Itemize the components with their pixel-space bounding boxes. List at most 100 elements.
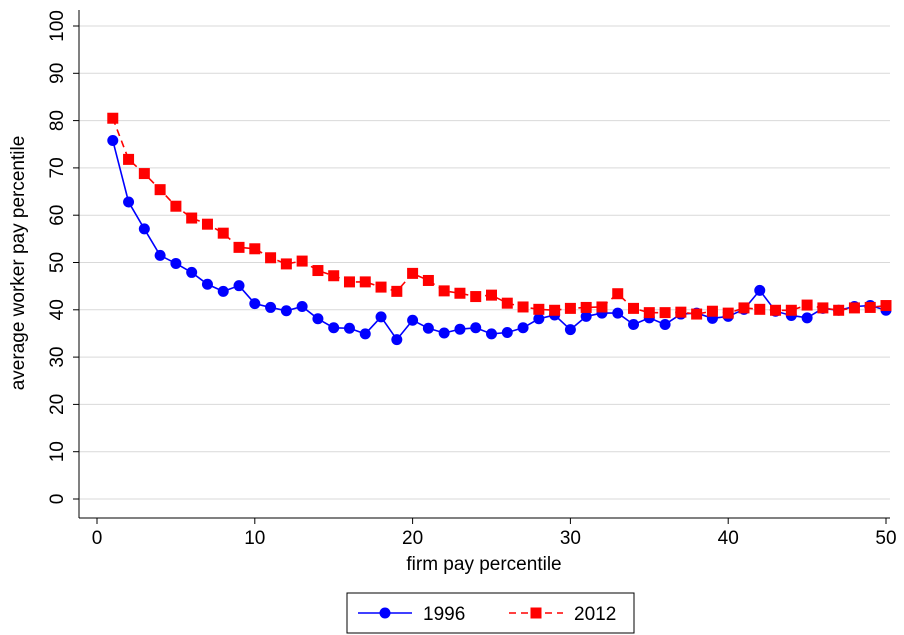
- point-1996-2: [123, 196, 135, 208]
- legend: 1996 2012: [346, 592, 635, 634]
- point-2012-26: [501, 297, 513, 309]
- axes: 0 10 20 30 40 50 60 70 80 90 100 0 10 20 30 40 50: [47, 10, 897, 549]
- y-tick-label-100: 100: [47, 10, 68, 42]
- point-1996-31: [580, 310, 592, 322]
- point-2012-39: [706, 305, 718, 317]
- point-2012-4: [154, 184, 166, 196]
- point-2012-12: [280, 258, 292, 270]
- point-2012-36: [659, 307, 671, 319]
- point-1996-6: [186, 266, 198, 278]
- point-1996-7: [201, 278, 213, 290]
- point-1996-17: [359, 328, 371, 340]
- point-2012-20: [407, 267, 419, 279]
- point-2012-13: [296, 255, 308, 267]
- legend-label-2012: 2012: [574, 604, 616, 625]
- point-1996-4: [154, 249, 166, 261]
- point-1996-5: [170, 257, 182, 269]
- point-2012-5: [170, 200, 182, 212]
- y-axis-title: average worker pay percentile: [8, 136, 29, 391]
- point-1996-18: [375, 311, 387, 323]
- point-1996-3: [138, 223, 150, 235]
- point-2012-45: [801, 299, 813, 311]
- point-2012-44: [785, 304, 797, 316]
- point-1996-19: [391, 334, 403, 346]
- series-2012: [107, 112, 892, 320]
- point-2012-7: [201, 218, 213, 230]
- gridlines: [79, 25, 890, 500]
- x-tick-label-50: 50: [875, 528, 896, 549]
- point-2012-31: [580, 301, 592, 313]
- point-1996-16: [343, 322, 355, 334]
- point-2012-49: [864, 301, 876, 313]
- point-2012-3: [138, 168, 150, 180]
- point-2012-1: [107, 112, 119, 124]
- point-1996-9: [233, 280, 245, 292]
- point-1996-27: [517, 322, 529, 334]
- legend-marker-2012: [530, 607, 542, 619]
- point-2012-43: [770, 304, 782, 316]
- point-2012-38: [691, 308, 703, 320]
- series: [107, 112, 892, 346]
- point-1996-42: [754, 284, 766, 296]
- point-2012-23: [454, 287, 466, 299]
- y-tick-label-20: 20: [47, 394, 68, 415]
- point-1996-11: [265, 301, 277, 313]
- point-2012-17: [359, 276, 371, 288]
- point-1996-45: [801, 312, 813, 324]
- point-2012-50: [880, 300, 892, 312]
- y-tick-label-50: 50: [47, 252, 68, 273]
- point-2012-14: [312, 265, 324, 277]
- point-1996-34: [628, 318, 640, 330]
- point-2012-37: [675, 306, 687, 318]
- point-2012-22: [438, 285, 450, 297]
- point-2012-10: [249, 243, 261, 255]
- point-2012-28: [533, 303, 545, 315]
- point-1996-8: [217, 285, 229, 297]
- point-2012-11: [265, 252, 277, 264]
- point-2012-21: [422, 274, 434, 286]
- point-1996-10: [249, 298, 261, 310]
- point-2012-9: [233, 241, 245, 253]
- point-1996-36: [659, 318, 671, 330]
- point-2012-6: [186, 212, 198, 224]
- point-1996-15: [328, 322, 340, 334]
- point-2012-2: [123, 153, 135, 165]
- point-1996-25: [486, 328, 497, 340]
- point-1996-24: [470, 322, 482, 334]
- x-tick-label-30: 30: [560, 528, 581, 549]
- y-tick-label-30: 30: [47, 347, 68, 368]
- point-2012-35: [643, 307, 655, 319]
- x-tick-label-40: 40: [718, 528, 739, 549]
- y-tick-label-70: 70: [47, 157, 68, 178]
- point-2012-8: [217, 227, 229, 239]
- point-1996-28: [533, 313, 545, 325]
- legend-marker-1996: [379, 607, 391, 619]
- y-tick-label-0: 0: [47, 494, 68, 505]
- point-1996-13: [296, 300, 308, 312]
- point-1996-21: [422, 322, 434, 334]
- x-tick-label-20: 20: [402, 528, 423, 549]
- point-2012-16: [343, 276, 355, 288]
- point-2012-34: [628, 302, 640, 314]
- y-tick-label-90: 90: [47, 63, 68, 84]
- point-2012-42: [754, 303, 766, 315]
- point-2012-47: [833, 304, 845, 316]
- point-2012-41: [738, 302, 750, 314]
- point-2012-30: [564, 302, 576, 314]
- point-2012-46: [817, 302, 829, 314]
- point-2012-27: [517, 301, 529, 313]
- point-2012-48: [848, 302, 860, 314]
- point-2012-18: [375, 281, 387, 293]
- x-axis-title: firm pay percentile: [406, 554, 561, 575]
- y-tick-label-40: 40: [47, 299, 68, 320]
- point-2012-15: [328, 270, 340, 282]
- point-1996-1: [107, 134, 119, 146]
- point-1996-23: [454, 323, 466, 335]
- point-2012-29: [549, 304, 561, 316]
- point-1996-22: [438, 327, 450, 339]
- y-tick-label-10: 10: [47, 441, 68, 462]
- point-2012-25: [486, 289, 497, 301]
- y-tick-label-60: 60: [47, 205, 68, 226]
